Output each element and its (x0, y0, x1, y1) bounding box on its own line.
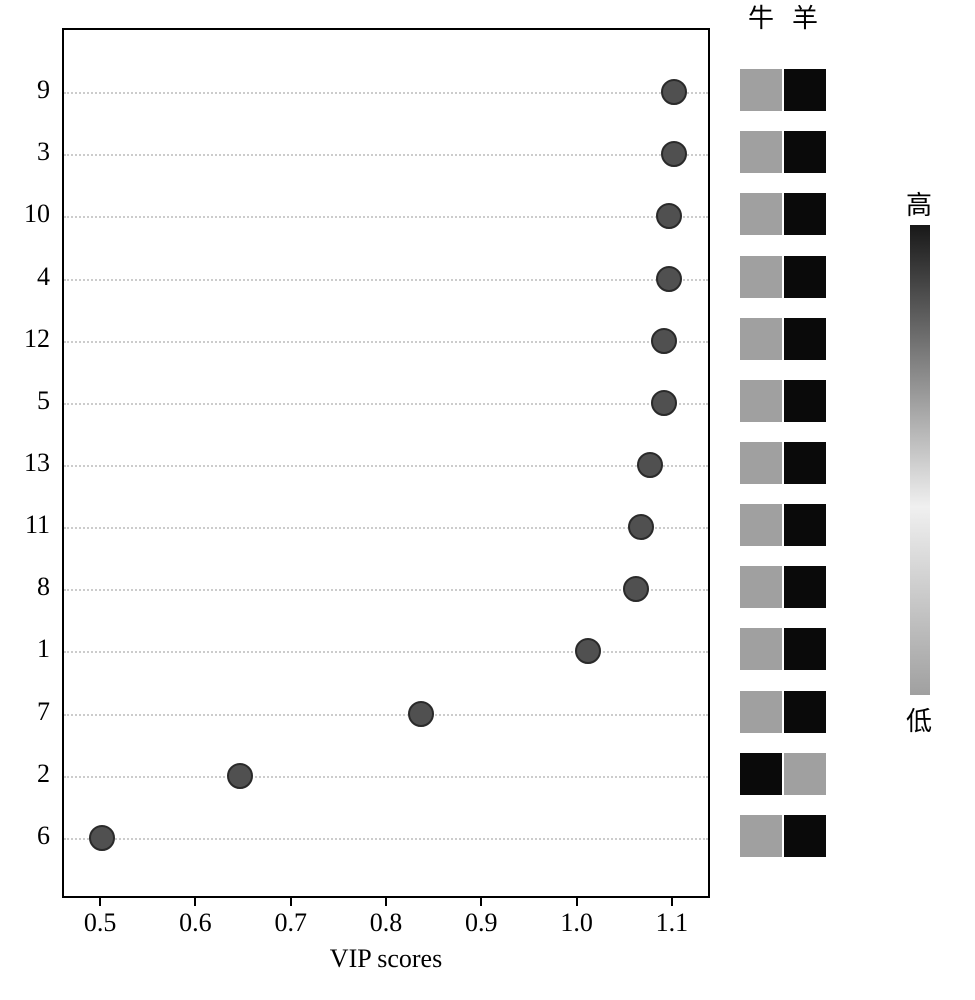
heatmap-header: 牛 (748, 0, 774, 35)
heatmap-cell (784, 193, 826, 235)
heatmap-cell (740, 131, 782, 173)
x-tick-label: 0.9 (465, 908, 498, 938)
gridline (64, 714, 708, 716)
heatmap-cell (740, 504, 782, 546)
plot-area (62, 28, 710, 898)
colorbar-label-high: 高 (906, 185, 932, 222)
gridline (64, 527, 708, 529)
data-point (656, 266, 682, 292)
data-point (227, 763, 253, 789)
data-point (628, 514, 654, 540)
y-tick-label: 12 (0, 324, 50, 354)
gridline (64, 651, 708, 653)
heatmap-cell (784, 815, 826, 857)
heatmap-cell (740, 628, 782, 670)
x-tick-label: 0.6 (179, 908, 212, 938)
data-point (408, 701, 434, 727)
heatmap-cell (784, 256, 826, 298)
heatmap-cell (740, 691, 782, 733)
data-point (661, 141, 687, 167)
heatmap-cell (784, 566, 826, 608)
colorbar-label-low: 低 (906, 701, 932, 738)
x-tick-mark (671, 898, 673, 906)
heatmap-cell (784, 442, 826, 484)
heatmap-cell (784, 628, 826, 670)
gridline (64, 216, 708, 218)
x-tick-label: 0.8 (370, 908, 403, 938)
y-tick-label: 6 (0, 821, 50, 851)
data-point (661, 79, 687, 105)
heatmap-cell (784, 131, 826, 173)
heatmap-cell (784, 318, 826, 360)
y-tick-label: 7 (0, 697, 50, 727)
x-tick-label: 0.5 (84, 908, 117, 938)
data-point (623, 576, 649, 602)
gridline (64, 776, 708, 778)
data-point (637, 452, 663, 478)
heatmap-cell (740, 256, 782, 298)
data-point (575, 638, 601, 664)
y-tick-label: 9 (0, 75, 50, 105)
gridline (64, 465, 708, 467)
x-tick-mark (576, 898, 578, 906)
y-tick-label: 10 (0, 199, 50, 229)
x-tick-mark (290, 898, 292, 906)
heatmap-header: 羊 (792, 0, 818, 35)
y-tick-label: 1 (0, 634, 50, 664)
heatmap-cell (784, 691, 826, 733)
heatmap-cell (740, 318, 782, 360)
x-axis-label: VIP scores (330, 944, 442, 974)
heatmap-cell (784, 69, 826, 111)
gridline (64, 341, 708, 343)
gridline (64, 403, 708, 405)
heatmap-cell (784, 380, 826, 422)
x-tick-label: 1.1 (656, 908, 689, 938)
heatmap-cell (740, 815, 782, 857)
heatmap-cell (740, 193, 782, 235)
data-point (656, 203, 682, 229)
gridline (64, 589, 708, 591)
gridline (64, 838, 708, 840)
y-tick-label: 3 (0, 137, 50, 167)
heatmap-cell (740, 566, 782, 608)
data-point (651, 390, 677, 416)
y-tick-label: 11 (0, 510, 50, 540)
heatmap-cell (740, 442, 782, 484)
heatmap-cell (784, 504, 826, 546)
data-point (651, 328, 677, 354)
y-tick-label: 13 (0, 448, 50, 478)
x-tick-mark (194, 898, 196, 906)
heatmap-cell (784, 753, 826, 795)
x-tick-mark (480, 898, 482, 906)
gridline (64, 92, 708, 94)
data-point (89, 825, 115, 851)
y-tick-label: 5 (0, 386, 50, 416)
y-tick-label: 4 (0, 262, 50, 292)
gridline (64, 279, 708, 281)
x-tick-mark (385, 898, 387, 906)
heatmap-cell (740, 753, 782, 795)
heatmap-cell (740, 380, 782, 422)
y-tick-label: 2 (0, 759, 50, 789)
x-tick-mark (99, 898, 101, 906)
heatmap-cell (740, 69, 782, 111)
x-tick-label: 1.0 (560, 908, 593, 938)
y-tick-label: 8 (0, 572, 50, 602)
colorbar (910, 225, 930, 695)
gridline (64, 154, 708, 156)
x-tick-label: 0.7 (274, 908, 307, 938)
